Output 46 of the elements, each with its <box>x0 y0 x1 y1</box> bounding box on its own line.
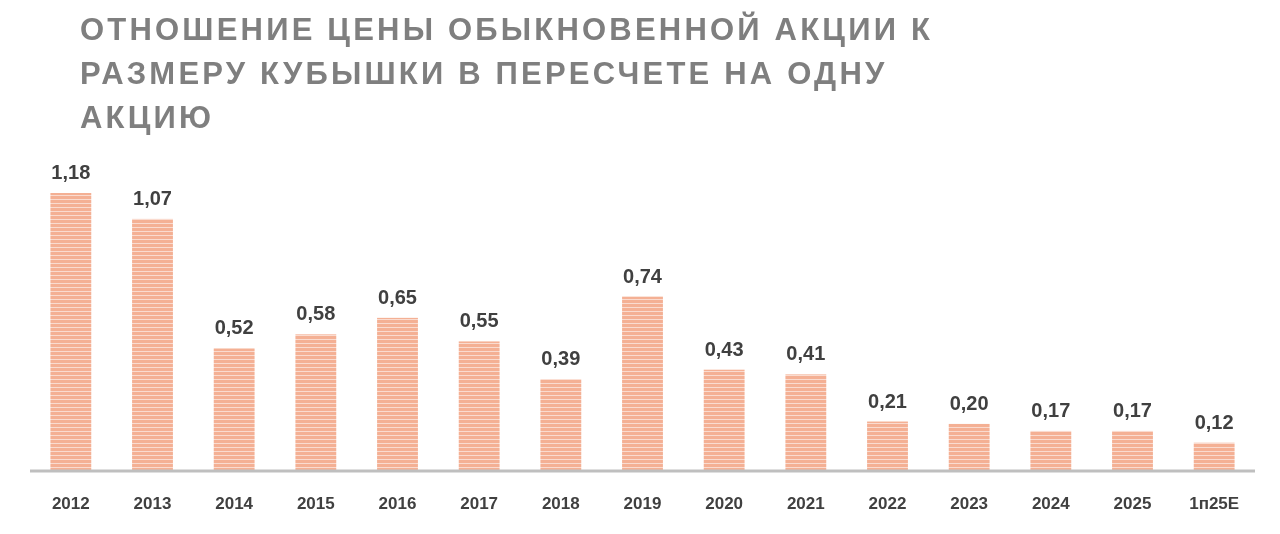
data-label: 1,18 <box>51 161 91 183</box>
x-tick-label: 2013 <box>133 494 172 513</box>
data-label: 0,17 <box>1113 398 1152 421</box>
bar <box>377 317 418 471</box>
data-label: 0,74 <box>623 264 663 287</box>
bar <box>1112 430 1153 471</box>
data-label: 0,41 <box>786 342 826 365</box>
data-label: 0,39 <box>541 347 581 370</box>
data-label: 1,07 <box>133 186 172 209</box>
x-tick-label: 2020 <box>705 494 744 513</box>
data-label: 0,43 <box>704 337 744 360</box>
x-tick-label: 2015 <box>296 494 335 513</box>
bar <box>703 369 745 471</box>
data-label: 0,55 <box>459 309 499 332</box>
x-tick-label: 2021 <box>786 494 825 513</box>
bar <box>1193 442 1235 471</box>
data-label: 0,21 <box>868 389 907 412</box>
x-tick-label: 2025 <box>1113 494 1152 513</box>
bar <box>867 421 908 471</box>
bar <box>540 379 582 471</box>
bar <box>295 334 337 471</box>
bar <box>213 348 255 471</box>
x-tick-label: 2022 <box>868 494 907 513</box>
bar <box>132 218 173 471</box>
x-tick-label: 2018 <box>541 494 580 513</box>
bar <box>948 423 990 471</box>
data-label: 0,17 <box>1031 398 1071 421</box>
x-tick-label: 2023 <box>950 494 989 513</box>
data-label: 0,65 <box>378 285 417 308</box>
x-tick-label: 2014 <box>215 494 254 513</box>
bar <box>785 374 827 471</box>
bar <box>1030 430 1072 471</box>
x-tick-label: 1п25E <box>1189 494 1240 513</box>
x-tick-label: 2012 <box>51 494 90 513</box>
x-tick-label: 2024 <box>1031 494 1071 513</box>
x-tick-label: 2019 <box>623 494 662 513</box>
bar <box>622 296 663 471</box>
data-label: 0,58 <box>296 302 336 325</box>
bar <box>458 341 500 471</box>
x-tick-label: 2017 <box>460 494 499 513</box>
bar <box>50 193 92 471</box>
x-tick-label: 2016 <box>378 494 417 513</box>
chart-title: ОТНОШЕНИЕ ЦЕНЫ ОБЫКНОВЕННОЙ АКЦИИ К РАЗМЕРУ КУБЫШКИ В ПЕРЕСЧЕТЕ НА ОДНУ АКЦИЮ <box>80 11 934 135</box>
data-label: 0,20 <box>949 391 989 414</box>
data-label: 0,12 <box>1194 410 1234 433</box>
data-label: 0,52 <box>214 316 254 339</box>
